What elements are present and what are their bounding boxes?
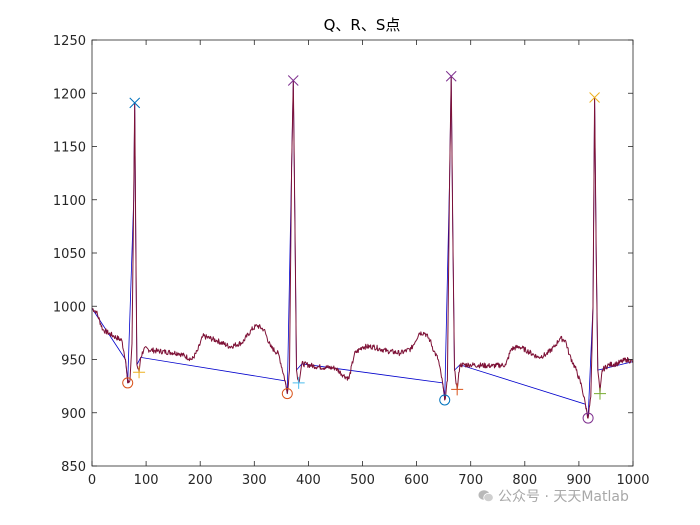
y-tick-label: 900 [61,407,86,422]
y-tick-label: 1150 [53,141,86,156]
y-tick-label: 850 [61,460,86,475]
x-tick-label: 0 [88,473,96,488]
x-tick-label: 100 [134,473,159,488]
signal-layer [91,75,634,419]
y-tick-label: 1250 [53,34,86,49]
q-point-marker [122,377,134,389]
x-tick-label: 1000 [616,473,649,488]
r-point-marker [445,70,457,82]
q-point-marker [281,388,293,400]
x-tick-label: 300 [242,473,267,488]
q-point-marker [439,394,451,406]
x-tick-label: 800 [512,473,537,488]
x-tick-label: 500 [350,473,375,488]
y-tick-label: 1100 [53,194,86,209]
axis-layer: 0 100 200 300 400 500 600 700 800 900 1000 850 900 95… [53,34,650,488]
watermark: 公众号 · 天天Matlab [478,486,629,506]
ecg-signal-line [91,75,634,419]
x-tick-label: 200 [188,473,213,488]
watermark-text: 公众号 · 天天Matlab [498,489,629,505]
chart-title: Q、R、S点 [324,16,401,34]
r-point-marker [287,75,299,86]
marker-layer [122,70,606,424]
wechat-icon [478,490,494,503]
s-point-marker [292,376,305,389]
r-point-marker [129,97,141,109]
s-point-marker [133,366,146,379]
r-point-marker [589,92,600,103]
q-point-marker [582,412,594,424]
y-tick-label: 950 [61,354,86,369]
x-tick-label: 400 [296,473,321,488]
s-point-marker [451,383,464,396]
y-tick-label: 1050 [53,247,86,262]
plot-area [92,40,633,466]
y-tick-label: 1000 [53,300,86,315]
s-point-marker [593,387,606,400]
x-tick-label: 600 [404,473,429,488]
y-tick-label: 1200 [53,87,86,102]
x-tick-label: 700 [458,473,483,488]
x-tick-label: 900 [566,473,591,488]
